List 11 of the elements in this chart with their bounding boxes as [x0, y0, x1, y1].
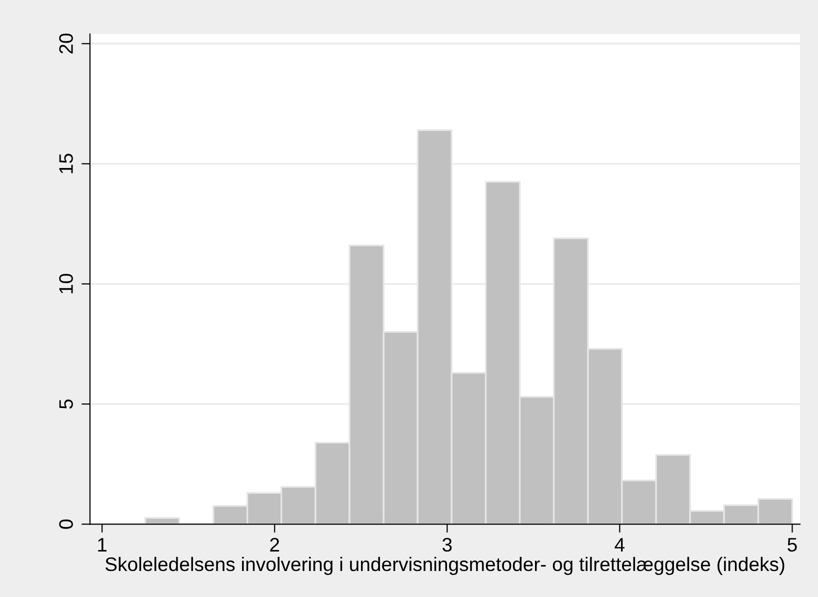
y-tick-label: 20	[59, 34, 73, 54]
y-tick-label: 10	[59, 274, 73, 294]
y-tick-label: 0	[59, 520, 73, 529]
x-tick-label: 5	[788, 538, 797, 552]
x-tick-label: 1	[98, 538, 107, 552]
y-tick-label: 15	[59, 154, 73, 174]
y-tick-label: 5	[59, 399, 73, 409]
x-tick-label: 4	[614, 538, 625, 552]
x-tick-label: 2	[270, 538, 280, 552]
x-axis-title: Skoleledelsens involvering i undervisningsmetoder- og tilrettelæggelse (indeks)	[105, 556, 784, 575]
x-tick-label: 3	[442, 538, 452, 552]
